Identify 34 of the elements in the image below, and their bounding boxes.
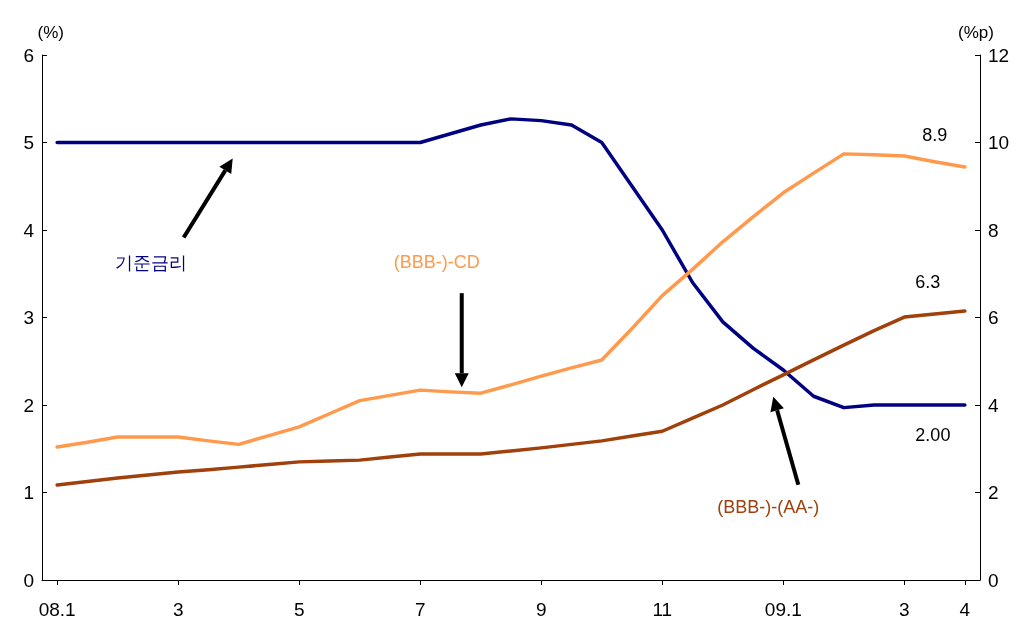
y2-tick-label: 12 [988, 44, 1010, 66]
y-tick-label: 6 [23, 44, 34, 66]
x-tick-label: 09.1 [764, 599, 802, 620]
y2-tick-label: 4 [988, 394, 999, 416]
y-tick-label: 2 [23, 394, 34, 416]
annotation: 2.00 [915, 425, 951, 445]
x-tick-label: 5 [293, 599, 305, 620]
y2-tick-label: 6 [988, 307, 999, 328]
y-tick-label: 4 [23, 219, 35, 241]
y-tick-label: 1 [23, 482, 34, 503]
annotation: 8.9 [922, 125, 948, 145]
y2-axis-title: (%p) [958, 23, 994, 42]
y-tick-label: 3 [23, 307, 34, 328]
x-tick-label: 4 [959, 599, 971, 620]
y2-tick-label: 0 [988, 569, 999, 591]
text: (BBB-)-(AA-) [717, 496, 820, 517]
annotation: 6.3 [915, 271, 941, 292]
y-tick-label: 0 [23, 569, 34, 591]
y-tick-label: 5 [23, 132, 34, 153]
x-tick-label: 3 [899, 599, 910, 620]
line-series [55, 117, 967, 410]
y2-tick-label: 8 [988, 219, 999, 241]
x-tick-label: 11 [652, 599, 673, 620]
text: 기준금리 [114, 252, 187, 273]
line-series [55, 152, 967, 449]
x-tick-label: 08.1 [38, 599, 76, 620]
x-tick-label: 7 [414, 599, 426, 620]
text: (BBB-)-CD [393, 252, 480, 273]
x-tick-label: 9 [535, 599, 547, 620]
line-series [55, 309, 967, 487]
x-tick-label: 3 [172, 599, 184, 620]
y2-tick-label: 2 [988, 482, 999, 503]
y2-tick-label: 10 [988, 132, 1010, 153]
y-axis-title: (%) [37, 23, 64, 42]
